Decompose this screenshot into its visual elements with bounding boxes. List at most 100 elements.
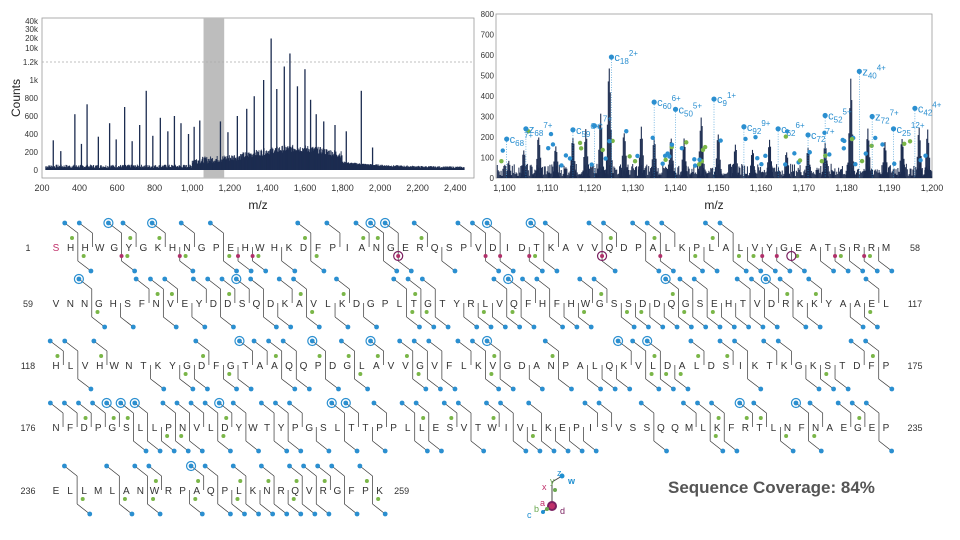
z-ion-marker: [775, 338, 781, 344]
b-ion-marker: [678, 372, 683, 376]
fitted-ion-marker: [563, 153, 569, 158]
c-cleavage-tick: [645, 378, 660, 390]
z-cleavage-tick: [233, 402, 247, 414]
c-ion-marker: [312, 511, 318, 517]
residue-letter: Y: [278, 423, 285, 434]
z-ion-marker: [273, 400, 278, 406]
z-ion-marker: [233, 276, 239, 282]
residue-letter: S: [625, 299, 632, 310]
residue-letter: L: [68, 361, 74, 372]
z-ion-marker: [695, 400, 700, 406]
y-ion-marker: [196, 479, 201, 483]
residue-letter: D: [653, 299, 660, 310]
a-ion-marker: [119, 254, 124, 258]
residue-letter: S: [697, 299, 704, 310]
c-ion-marker: [129, 511, 135, 517]
z-ion-marker: [709, 400, 714, 406]
residue-letter: P: [221, 486, 228, 497]
ion-number: 72: [817, 135, 826, 144]
c-ion-marker: [560, 324, 565, 330]
y-ion-marker: [317, 354, 322, 358]
b-ion-marker: [868, 310, 873, 314]
x-tick-label: 1,110: [536, 183, 558, 193]
c-cleavage-tick: [237, 260, 252, 272]
c-ion-marker: [631, 324, 637, 330]
c-ion-marker: [588, 324, 594, 330]
residue-letter: H: [169, 243, 176, 254]
z-cleavage-tick: [422, 278, 436, 290]
residue-letter: I: [346, 243, 349, 254]
z-ion-marker: [777, 276, 783, 282]
z-ion-marker: [644, 338, 650, 344]
residue-letter: D: [224, 299, 231, 310]
b-ion-marker: [227, 254, 232, 258]
c-ion-marker: [185, 448, 191, 454]
z-ion-marker: [751, 400, 757, 406]
ion-annotation-label: z687+: [529, 121, 553, 138]
ion-number: 18: [620, 57, 629, 66]
residue-letter: V: [591, 243, 598, 254]
c-cleavage-tick: [724, 440, 738, 452]
z-cleavage-tick: [493, 278, 507, 290]
d-ion-ring: [393, 250, 404, 262]
b-ion-marker: [179, 434, 184, 438]
legend-b-marker: [545, 507, 549, 511]
c-cleavage-tick: [441, 260, 456, 272]
residue-letter: V: [167, 299, 174, 310]
c-cleavage-tick: [849, 260, 863, 272]
c-ion-marker: [288, 324, 294, 330]
residue-letter: N: [179, 423, 186, 434]
z-cleavage-tick: [719, 222, 734, 234]
x-tick-label: 200: [34, 183, 49, 193]
c-ion-marker: [817, 324, 823, 330]
z-cleavage-tick: [162, 402, 176, 414]
b-ion-marker: [533, 254, 538, 258]
c-ion-marker: [569, 386, 574, 392]
residue-letter: W: [581, 299, 591, 310]
residue-letter: L: [397, 299, 403, 310]
c-cleavage-tick: [316, 440, 330, 452]
residue-letter: F: [525, 299, 531, 310]
residue-letter: T: [839, 361, 845, 372]
residue-letter: A: [373, 361, 380, 372]
fitted-ion-marker: [763, 153, 768, 159]
c-cleavage-tick: [791, 260, 805, 272]
ion-letter: c: [717, 94, 723, 106]
y-ion-marker: [341, 292, 346, 296]
residue-letter: A: [679, 361, 686, 372]
residue-letter: L: [109, 486, 115, 497]
c-ion-marker: [671, 386, 676, 392]
c-cleavage-tick: [703, 260, 718, 272]
z-cleavage-tick: [106, 402, 120, 414]
z-ion-marker: [148, 276, 153, 282]
z-ion-marker: [276, 276, 282, 282]
c-ion-marker: [734, 448, 740, 454]
a-ion-marker: [177, 254, 182, 258]
c-ion-marker: [284, 511, 290, 517]
y-ion-marker: [322, 479, 327, 483]
z-ion-ring: [642, 335, 653, 347]
x-tick-label: 1,130: [622, 183, 645, 193]
z-ion-marker: [582, 400, 588, 406]
x-tick-label: 2,400: [444, 183, 467, 193]
legend-label-a: a: [540, 498, 545, 508]
annotated-ion-marker: [504, 136, 510, 142]
residue-letter: Q: [605, 243, 613, 254]
z-ion-marker: [91, 338, 97, 344]
y-tick-label: 100: [481, 154, 495, 163]
z-ion-marker: [287, 400, 292, 406]
b-ion-marker: [751, 254, 756, 258]
x-tick-label: 1,170: [792, 183, 815, 193]
b-ion-marker: [649, 372, 654, 376]
c-ion-marker: [537, 448, 543, 454]
c-ion-marker: [292, 268, 298, 274]
z-ion-marker: [382, 220, 388, 226]
c-cleavage-tick: [485, 260, 499, 272]
z-ion-ring: [481, 217, 493, 229]
residue-letter: R: [782, 299, 789, 310]
residue-letter: Q: [657, 423, 665, 434]
c-ion-marker: [612, 386, 618, 392]
residue-letter: I: [739, 361, 742, 372]
residue-letter: P: [382, 299, 389, 310]
ion-annotation-label: c91+: [717, 91, 736, 108]
